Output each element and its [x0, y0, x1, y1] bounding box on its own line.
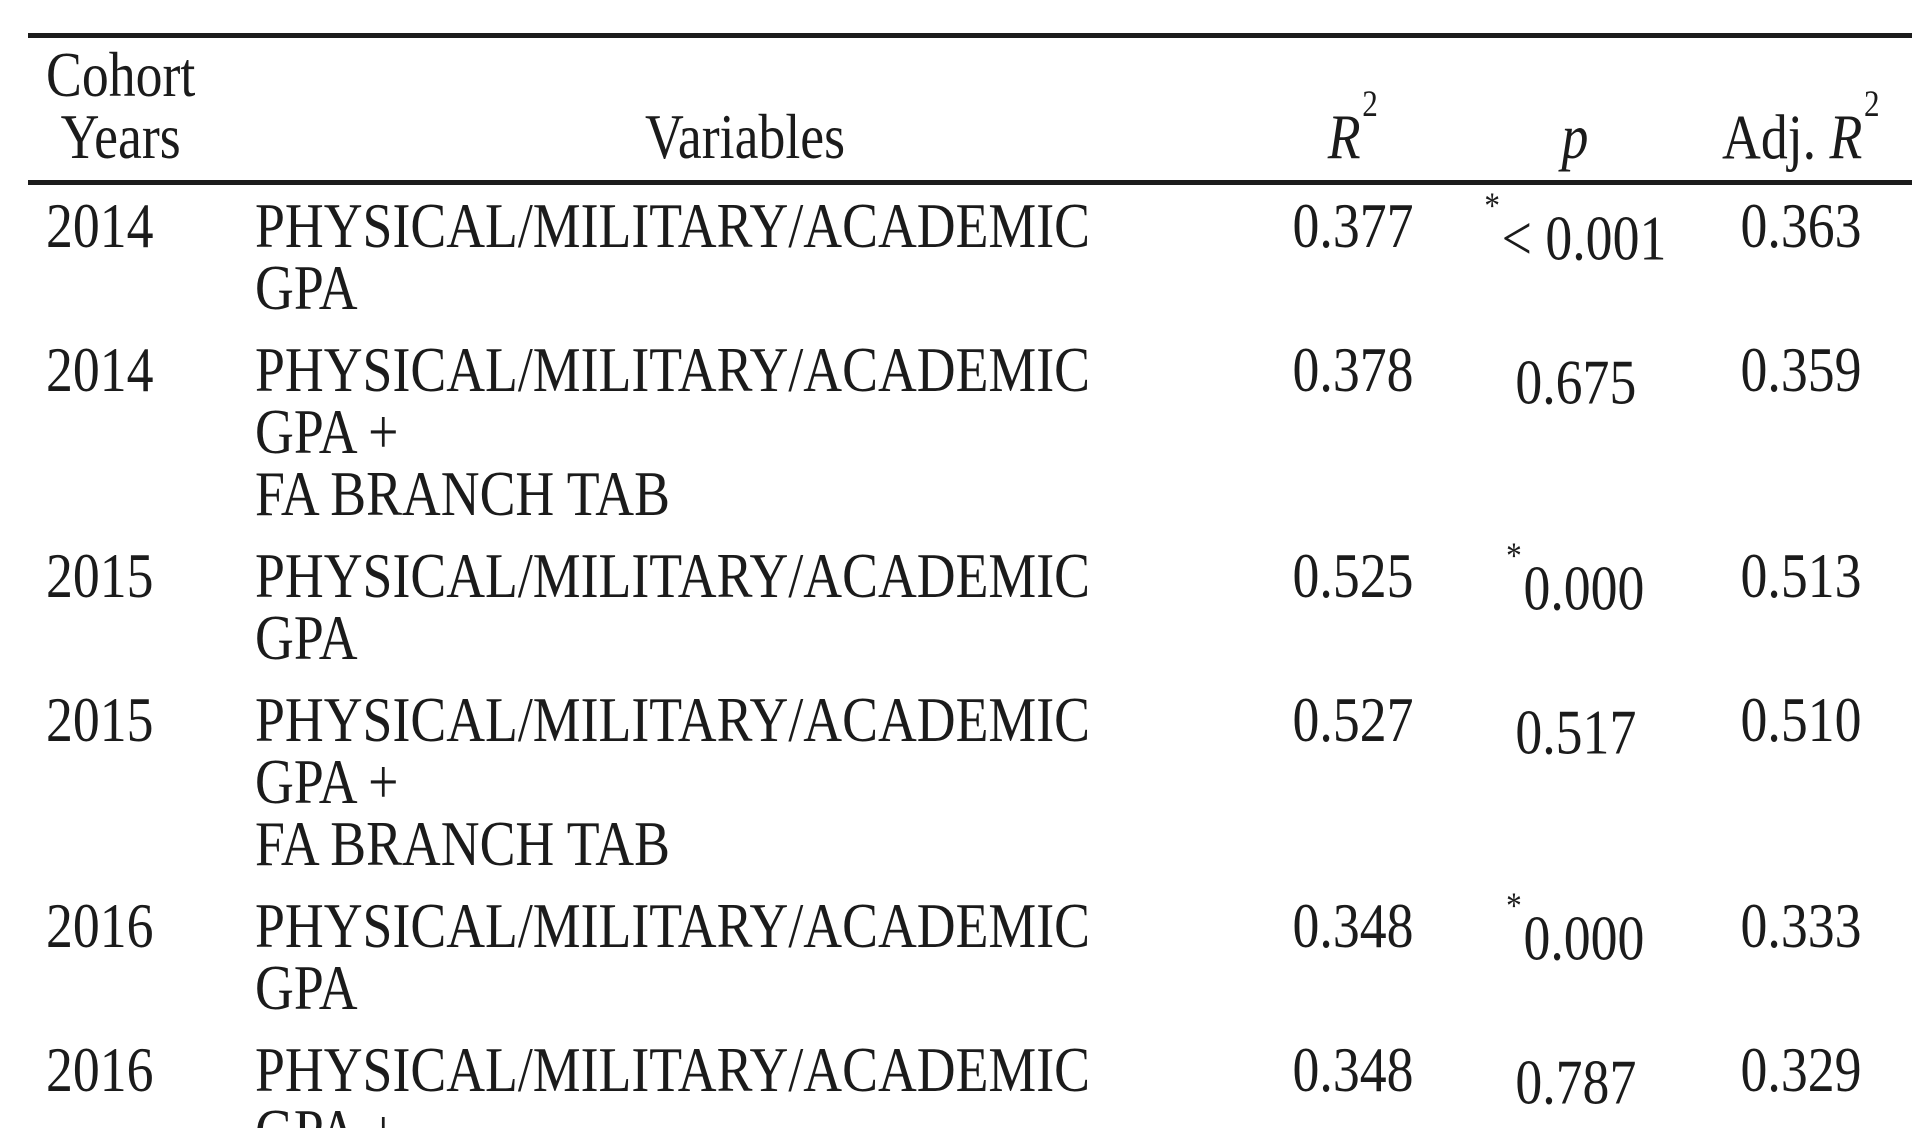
significance-asterisk: *	[1484, 185, 1500, 227]
results-table: Cohort Years Variables R2 p Adj. R2	[28, 33, 1912, 1128]
cell-adj-r2: 0.510	[1740, 684, 1862, 755]
cell-adj-r2: 0.329	[1740, 1034, 1862, 1105]
cell-p: 0.517	[1515, 696, 1637, 768]
cell-cohort-year: 2014	[46, 190, 154, 261]
table-row: 2016 PHYSICAL/MILITARY/ACADEMIC GPA + FA…	[28, 1029, 1912, 1128]
cell-r2: 0.377	[1292, 190, 1413, 261]
cell-p: 0.787	[1515, 1046, 1637, 1118]
table-row: 2015 PHYSICAL/MILITARY/ACADEMIC GPA + FA…	[28, 679, 1912, 885]
header-row: Cohort Years Variables R2 p Adj. R2	[28, 36, 1912, 183]
cell-r2: 0.348	[1292, 1034, 1413, 1105]
paper-table-page: Cohort Years Variables R2 p Adj. R2	[0, 33, 1920, 1128]
cell-r2: 0.527	[1292, 684, 1413, 755]
cohort-header-line1: Cohort	[46, 39, 196, 110]
significance-asterisk: *	[1505, 885, 1522, 927]
cell-cohort-year: 2015	[46, 540, 154, 611]
cell-cohort-year: 2016	[46, 890, 154, 961]
cell-r2: 0.525	[1292, 540, 1413, 611]
table-header: Cohort Years Variables R2 p Adj. R2	[28, 36, 1912, 183]
cell-p: *0.000	[1505, 535, 1645, 624]
cell-r2: 0.378	[1292, 334, 1413, 405]
table-row: 2014 PHYSICAL/MILITARY/ACADEMIC GPA + FA…	[28, 329, 1912, 535]
cell-r2: 0.348	[1292, 890, 1413, 961]
column-header-r2: R2	[1327, 84, 1378, 172]
column-header-variables: Variables	[644, 101, 846, 172]
cell-cohort-year: 2016	[46, 1034, 154, 1105]
table-row: 2016 PHYSICAL/MILITARY/ACADEMIC GPA 0.34…	[28, 885, 1912, 1029]
table-body: 2014 PHYSICAL/MILITARY/ACADEMIC GPA 0.37…	[28, 183, 1912, 1128]
cell-adj-r2: 0.363	[1740, 190, 1862, 261]
cell-adj-r2: 0.513	[1740, 540, 1862, 611]
cell-p: *< 0.001	[1484, 185, 1666, 274]
cell-variables: PHYSICAL/MILITARY/ACADEMIC GPA	[255, 540, 1090, 673]
table-row: 2015 PHYSICAL/MILITARY/ACADEMIC GPA 0.52…	[28, 535, 1912, 679]
cell-adj-r2: 0.333	[1740, 890, 1862, 961]
cell-cohort-year: 2014	[46, 334, 154, 405]
column-header-p: p	[1561, 101, 1589, 172]
cell-variables: PHYSICAL/MILITARY/ACADEMIC GPA + FA BRAN…	[255, 1034, 1090, 1128]
cell-variables: PHYSICAL/MILITARY/ACADEMIC GPA + FA BRAN…	[255, 684, 1090, 879]
significance-asterisk: *	[1505, 535, 1522, 577]
cell-adj-r2: 0.359	[1740, 334, 1862, 405]
column-header-cohort-years: Cohort Years	[28, 36, 245, 183]
cell-variables: PHYSICAL/MILITARY/ACADEMIC GPA	[255, 890, 1090, 1023]
cell-p: 0.675	[1515, 346, 1637, 418]
cell-variables: PHYSICAL/MILITARY/ACADEMIC GPA + FA BRAN…	[255, 334, 1090, 529]
table-row: 2014 PHYSICAL/MILITARY/ACADEMIC GPA 0.37…	[28, 183, 1912, 330]
cell-p: *0.000	[1505, 885, 1645, 974]
cell-cohort-year: 2015	[46, 684, 154, 755]
cell-variables: PHYSICAL/MILITARY/ACADEMIC GPA	[255, 190, 1090, 323]
cohort-header-line2: Years	[60, 101, 181, 172]
column-header-adj-r2: Adj. R2	[1722, 84, 1880, 172]
